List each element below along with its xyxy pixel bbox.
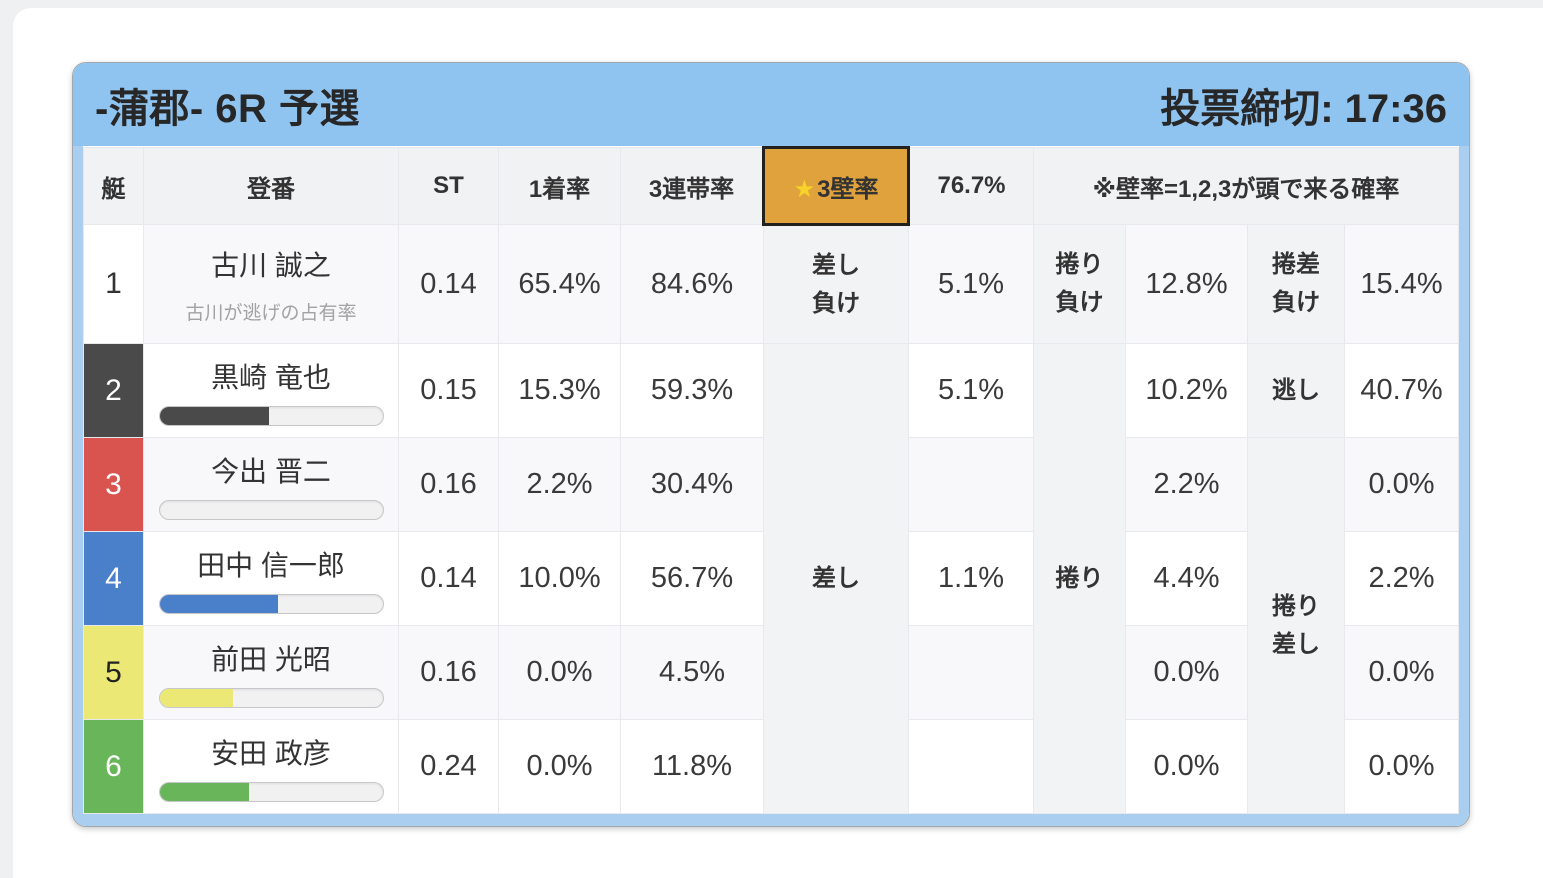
top3-rate-value: 59.3% (620, 343, 764, 438)
makuri-merged-label: 捲り (1033, 343, 1126, 814)
race-table: 艇 登番 ST 1着率 3連帯率 ★3壁率 76.7% ※壁率=1,2,3が頭で… (83, 146, 1460, 814)
racer-progress-bar (158, 405, 384, 426)
top3-rate-value: 11.8% (620, 719, 764, 814)
racer-cell: 田中 信一郎 (143, 531, 399, 626)
st-value: 0.24 (398, 719, 499, 814)
racer-subtext: 古川が逃げの占有率 (185, 302, 357, 324)
makurizashi-value: 0.0% (1343, 719, 1460, 814)
racer-name: 黒崎 竜也 (211, 361, 331, 393)
st-value: 0.16 (398, 437, 499, 532)
st-value: 0.16 (398, 625, 499, 720)
racer-name: 前田 光昭 (211, 643, 331, 675)
col-header-st: ST (398, 147, 499, 225)
col-header-racer: 登番 (143, 147, 399, 225)
boat-number: 5 (83, 625, 144, 720)
makurizashi-value: 0.0% (1343, 625, 1460, 720)
race-title: -蒲郡- 6R 予選 (95, 86, 360, 131)
sashi-value: 5.1% (908, 343, 1034, 438)
racer-name: 今出 晋二 (211, 455, 331, 487)
racer-name: 古川 誠之 (211, 249, 331, 281)
top3-rate-value: 4.5% (620, 625, 764, 720)
racer-cell: 安田 政彦 (143, 719, 399, 814)
makuri-value: 0.0% (1125, 625, 1248, 720)
racer-cell: 黒崎 竜也 (143, 343, 399, 438)
racer-progress-bar (158, 687, 384, 708)
sashi-value: 1.1% (908, 531, 1034, 626)
race-card-body: 艇 登番 ST 1着率 3連帯率 ★3壁率 76.7% ※壁率=1,2,3が頭で… (73, 146, 1469, 826)
vote-deadline: 投票締切: 17:36 (1160, 86, 1447, 131)
boat-number: 4 (83, 531, 144, 626)
first-rate-value: 0.0% (498, 719, 621, 814)
progress-fill (159, 594, 278, 613)
table-row-boat1: 1 古川 誠之 古川が逃げの占有率 0.14 65.4% 84.6% 差し 負け… (83, 224, 1460, 344)
table-row-boat3: 3 今出 晋二 0.16 2.2% 30.4% 2.2% 捲り 差し 0.0% (83, 437, 1460, 814)
makuri-value: 0.0% (1125, 719, 1248, 814)
makurizashi-make-value: 15.4% (1343, 224, 1460, 344)
racer-name: 田中 信一郎 (197, 549, 345, 581)
makurizashi-make-label: 捲差 負け (1247, 224, 1345, 344)
boat-number: 6 (83, 719, 144, 814)
progress-fill (159, 406, 269, 425)
top3-rate-value: 84.6% (620, 224, 764, 344)
first-rate-value: 65.4% (498, 224, 621, 344)
racer-cell: 前田 光昭 (143, 625, 399, 720)
first-rate-value: 0.0% (498, 625, 621, 720)
sashi-value (908, 719, 1034, 814)
nogashi-label: 逃し (1247, 343, 1345, 438)
makurizashi-merged-label: 捲り 差し (1247, 437, 1345, 814)
col-header-top3-rate: 3連帯率 (620, 147, 764, 225)
top3-rate-value: 56.7% (620, 531, 764, 626)
racer-progress-bar (158, 499, 384, 520)
progress-fill (159, 688, 234, 707)
sashi-value (908, 437, 1034, 532)
progress-fill (159, 782, 249, 801)
table-row-boat5: 5 前田 光昭 0.16 0.0% 4.5% 0.0% 0.0% (83, 625, 1460, 720)
first-rate-value: 2.2% (498, 437, 621, 532)
wall-rate-button[interactable]: ★3壁率 (762, 146, 910, 226)
race-card: -蒲郡- 6R 予選 投票締切: 17:36 艇 登番 ST 1着率 3連帯率 … (72, 62, 1470, 827)
sashi-value (908, 625, 1034, 720)
st-value: 0.14 (398, 531, 499, 626)
racer-progress-bar (158, 781, 384, 802)
wall-rate-note: ※壁率=1,2,3が頭で来る確率 (1032, 147, 1460, 225)
racer-cell: 今出 晋二 (143, 437, 399, 532)
boat-number: 3 (83, 437, 144, 532)
makurizashi-value: 2.2% (1343, 531, 1460, 626)
makuri-value: 2.2% (1125, 437, 1248, 532)
race-card-header: -蒲郡- 6R 予選 投票締切: 17:36 (73, 63, 1469, 146)
wall-rate-label: 3壁率 (817, 175, 879, 203)
table-row-boat6: 6 安田 政彦 0.24 0.0% 11.8% 0.0% 0.0% (83, 719, 1460, 814)
makuri-value: 10.2% (1125, 343, 1248, 438)
makurizashi-value: 0.0% (1343, 437, 1460, 532)
makuri-value: 4.4% (1125, 531, 1248, 626)
sashi-make-value: 5.1% (908, 224, 1034, 344)
racer-cell: 古川 誠之 古川が逃げの占有率 (143, 224, 399, 344)
table-row-boat2: 2 黒崎 竜也 0.15 15.3% 59.3% 差し 5.1% 捲り 10.2… (83, 343, 1460, 814)
st-value: 0.15 (398, 343, 499, 438)
first-rate-value: 15.3% (498, 343, 621, 438)
sashi-make-label: 差し 負け (763, 224, 909, 344)
top3-rate-value: 30.4% (620, 437, 764, 532)
st-value: 0.14 (398, 224, 499, 344)
first-rate-value: 10.0% (498, 531, 621, 626)
nogashi-value: 40.7% (1343, 343, 1460, 438)
col-header-boat: 艇 (83, 147, 144, 225)
makuri-make-value: 12.8% (1125, 224, 1248, 344)
star-icon: ★ (793, 175, 816, 203)
racer-name: 安田 政彦 (211, 737, 331, 769)
table-row-boat4: 4 田中 信一郎 0.14 10.0% 56.7% 1.1% 4.4% 2.2% (83, 531, 1460, 626)
wall-rate-value: 76.7% (908, 147, 1034, 225)
boat-number: 2 (83, 343, 144, 438)
table-header-row: 艇 登番 ST 1着率 3連帯率 ★3壁率 76.7% ※壁率=1,2,3が頭で… (83, 146, 1460, 226)
makuri-make-label: 捲り 負け (1033, 224, 1126, 344)
sashi-merged-label: 差し (763, 343, 909, 814)
racer-progress-bar (158, 593, 384, 614)
boat-number: 1 (83, 224, 144, 344)
col-header-first-rate: 1着率 (498, 147, 621, 225)
